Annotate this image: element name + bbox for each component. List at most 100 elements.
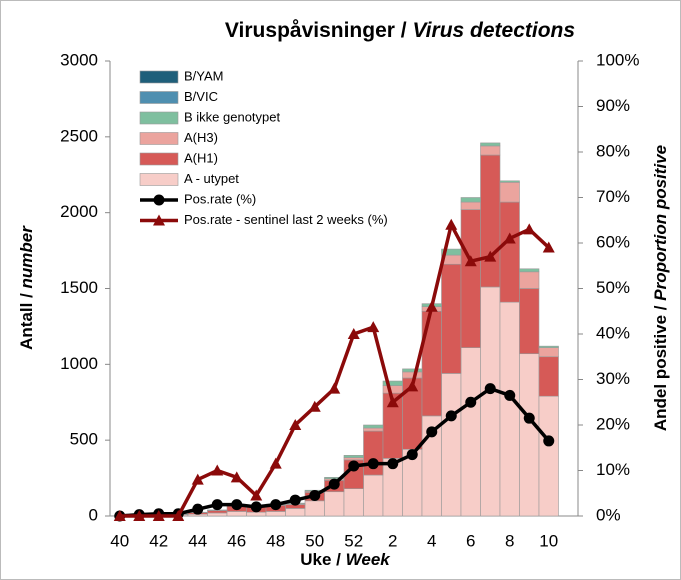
x-label-no: Uke / <box>300 550 341 569</box>
legend-label: Pos.rate (%) <box>184 191 256 206</box>
bar-segment <box>460 347 481 517</box>
point <box>484 383 496 395</box>
y-label-no: Antall / <box>17 293 36 350</box>
bar-segment <box>480 142 501 147</box>
bar-segment <box>499 182 520 203</box>
bar-segment <box>519 271 540 289</box>
point <box>250 489 263 501</box>
legend-label: B/YAM <box>184 68 224 83</box>
point <box>269 457 282 469</box>
point <box>211 464 224 476</box>
point <box>289 419 302 430</box>
legend-label: A(H3) <box>184 130 218 145</box>
point <box>445 410 457 422</box>
legend-label: B/VIC <box>184 89 218 104</box>
bar-segment <box>207 510 228 514</box>
y2-label-en: Proportion positive <box>651 145 670 301</box>
x-tick-label: 40 <box>110 531 129 550</box>
point <box>250 501 262 513</box>
y2-tick-label: 40% <box>596 323 630 342</box>
y-tick-label: 500 <box>70 430 98 449</box>
bar-segment <box>363 427 384 432</box>
bar-segment <box>499 180 520 183</box>
x-tick-label: 4 <box>427 531 436 550</box>
legend-marker <box>153 214 165 226</box>
y-tick-label: 1000 <box>60 354 98 373</box>
y2-tick-label: 60% <box>596 232 630 251</box>
point <box>231 499 243 511</box>
point <box>152 510 165 521</box>
point <box>406 449 418 461</box>
point <box>133 510 146 521</box>
legend-label: Pos.rate - sentinel last 2 weeks (%) <box>184 212 388 227</box>
bar-segment <box>441 248 462 256</box>
y-tick-label: 2000 <box>60 202 98 221</box>
point <box>543 435 555 447</box>
y2-tick-label: 70% <box>596 187 630 206</box>
point <box>367 458 379 470</box>
point <box>504 389 516 401</box>
point <box>523 412 535 424</box>
y2-tick-label: 10% <box>596 460 630 479</box>
bar-segment <box>519 353 540 517</box>
bar-segment <box>480 286 501 517</box>
bar-segment <box>343 455 364 458</box>
bar-segment <box>304 500 325 517</box>
legend-swatch <box>139 91 179 104</box>
legend-label: A - utypet <box>184 171 239 186</box>
x-tick-label: 44 <box>188 531 207 550</box>
bar-segment <box>246 511 267 517</box>
point <box>308 400 321 412</box>
bar-segment <box>480 154 501 288</box>
bar-segment <box>538 395 559 517</box>
y-axis-label: Antall / number <box>17 225 36 350</box>
bar-segment <box>460 197 481 203</box>
point <box>523 223 536 235</box>
point <box>113 510 126 521</box>
bar-segment <box>285 508 306 517</box>
legend-swatch <box>139 132 179 145</box>
y2-label-no: Andel positive / <box>651 305 670 431</box>
point <box>465 396 477 408</box>
legend-label: B ikke genotypet <box>184 109 281 124</box>
point <box>309 490 321 502</box>
bar-segment <box>480 145 501 156</box>
y-label-en: number <box>17 225 36 289</box>
point <box>367 321 380 333</box>
bar-segment <box>538 356 559 397</box>
bar-segment <box>382 385 403 394</box>
bar-segment <box>363 474 384 517</box>
point <box>348 460 360 472</box>
point <box>406 380 419 392</box>
legend-swatch <box>139 173 179 186</box>
x-tick-label: 10 <box>539 531 558 550</box>
x-tick-label: 46 <box>227 531 246 550</box>
y-tick-label: 3000 <box>60 50 98 69</box>
x-tick-label: 6 <box>466 531 475 550</box>
y2-tick-label: 20% <box>596 414 630 433</box>
bar-segment <box>441 373 462 517</box>
point <box>289 494 301 506</box>
point <box>484 250 497 262</box>
point <box>230 471 243 483</box>
x-tick-label: 42 <box>149 531 168 550</box>
y-tick-label: 1500 <box>60 278 98 297</box>
x-label-en: Week <box>346 550 392 569</box>
legend-swatch <box>139 111 179 125</box>
x-tick-label: 50 <box>305 531 324 550</box>
legend-label: A(H1) <box>184 150 218 165</box>
x-axis-label: Uke / Week <box>300 550 391 569</box>
bar-segment <box>382 380 403 386</box>
point <box>172 510 185 521</box>
bar-segment <box>499 201 520 303</box>
bar-segment <box>499 301 520 517</box>
legend-swatch <box>139 152 179 166</box>
point <box>387 458 399 470</box>
point <box>211 499 223 511</box>
point <box>445 218 458 230</box>
point <box>328 478 340 490</box>
x-tick-label: 52 <box>344 531 363 550</box>
y2-tick-label: 90% <box>596 96 630 115</box>
bar-segment <box>538 347 559 358</box>
